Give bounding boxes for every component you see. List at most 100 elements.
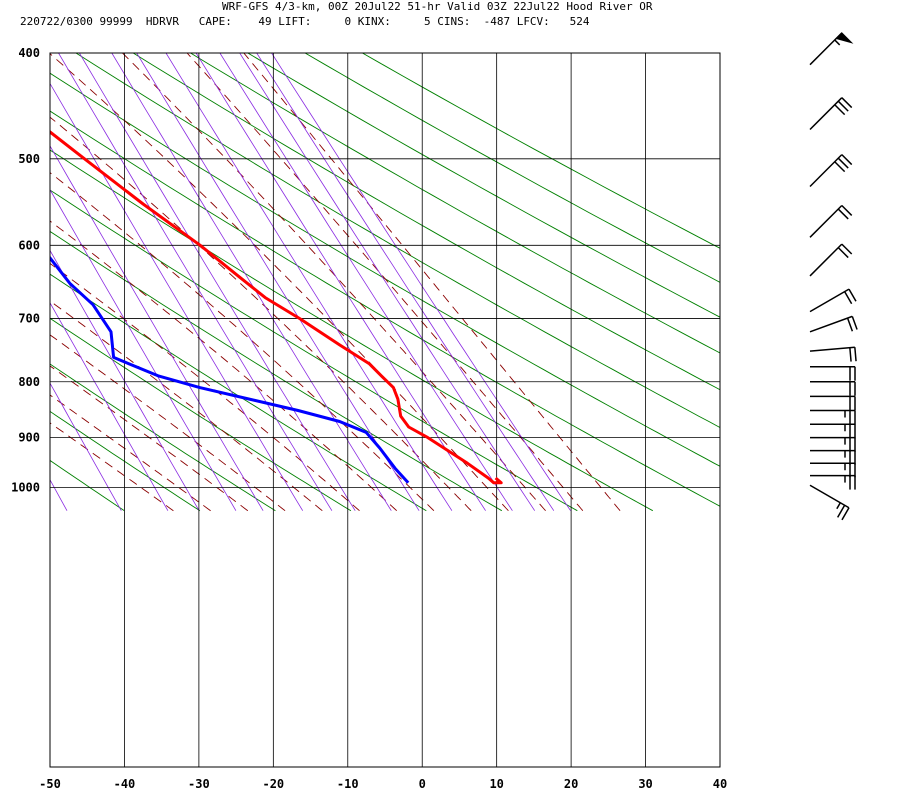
wind-barb [810, 474, 856, 490]
dry-adiabat [304, 53, 720, 283]
x-tick-label: -40 [114, 777, 136, 791]
wind-barb-feather [841, 243, 853, 255]
y-tick-label: 1000 [11, 481, 40, 495]
wind-barb-feather [846, 317, 854, 332]
mixing-ratio-line [50, 382, 122, 511]
profiles [50, 130, 503, 485]
wind-barb-staff [809, 346, 855, 352]
wind-barb [810, 436, 856, 452]
x-tick-label: 0 [419, 777, 426, 791]
wind-barb-feather [841, 507, 850, 521]
dewpoint-profile [50, 255, 410, 484]
moist-adiabat [243, 53, 621, 511]
x-tick-label: 20 [564, 777, 578, 791]
dry-adiabat [50, 317, 352, 512]
mixing-ratio-line [50, 188, 237, 511]
wind-barb [810, 449, 856, 465]
wind-barb-feather [837, 100, 849, 112]
y-tick-label: 400 [18, 46, 40, 60]
wind-barb [809, 484, 850, 521]
wind-barb-staff [809, 484, 850, 509]
moist-adiabat [50, 172, 435, 512]
wind-barb-feather [841, 204, 853, 216]
wind-barb-feather [837, 208, 849, 220]
wind-barb [809, 154, 853, 188]
dry-adiabat [247, 53, 720, 318]
wind-barb-feather [843, 291, 853, 305]
dry-adiabat [50, 189, 578, 512]
dry-adiabat [50, 363, 276, 512]
mixing-ratio-line [239, 53, 536, 511]
background-lines [0, 53, 720, 512]
wind-barb [809, 315, 858, 333]
wind-barb [810, 381, 856, 396]
y-tick-label: 900 [18, 431, 40, 445]
sounding-stats: 220722/0300 99999 HDRVR CAPE: 49 LIFT: 0… [20, 15, 590, 28]
wind-barb [810, 395, 856, 411]
mixing-ratio-line [0, 53, 16, 511]
moist-adiabat [50, 334, 286, 512]
moist-adiabat [50, 300, 323, 512]
wind-barb-staff [809, 154, 843, 188]
wind-barb-staff [809, 97, 843, 131]
mixing-ratio-line [111, 53, 392, 511]
moist-adiabat [50, 262, 360, 512]
wind-barb-half-feather [836, 502, 841, 510]
dry-adiabat [50, 410, 201, 512]
x-tick-label: 30 [638, 777, 652, 791]
wind-barb-feather [836, 504, 846, 518]
moist-adiabat [186, 53, 584, 511]
dry-adiabat [190, 53, 720, 354]
mixing-ratio-line [50, 82, 304, 511]
wind-barb-feather [837, 157, 849, 169]
mixing-ratio-line [195, 53, 486, 511]
wind-barb [809, 204, 853, 238]
mixing-ratio-line [165, 53, 453, 511]
x-tick-label: -20 [262, 777, 284, 791]
wind-barb-feather [854, 347, 857, 362]
dry-adiabat [50, 273, 427, 512]
dry-adiabat [75, 53, 720, 429]
x-tick-label: -10 [337, 777, 359, 791]
wind-barb-feather [849, 347, 852, 362]
moist-adiabat [50, 53, 509, 512]
wind-barb-half-feather [834, 39, 841, 46]
wind-barb [809, 346, 857, 362]
dry-adiabat [50, 110, 720, 507]
wind-barb-feather [837, 247, 849, 259]
y-tick-label: 500 [18, 152, 40, 166]
wind-barb [809, 32, 854, 66]
temperature-profile [50, 130, 503, 485]
moist-adiabat [50, 116, 472, 512]
x-tick-label: -50 [39, 777, 61, 791]
y-tick-label: 800 [18, 375, 40, 389]
wind-barb [810, 409, 856, 425]
wind-barb-staff [809, 288, 850, 313]
wind-barb-feather [841, 97, 853, 109]
mixing-ratio-line [50, 145, 264, 511]
mixing-ratio-line [50, 301, 169, 511]
wind-barb-feather [834, 104, 846, 116]
wind-barb-staff [809, 243, 843, 277]
mixing-ratio-line [136, 53, 420, 511]
wind-barb-feather [841, 154, 853, 166]
mixing-ratio-line [79, 53, 356, 511]
dry-adiabat [132, 53, 720, 391]
y-tick-labels: 400 500 600 700 800 900 1000 [11, 46, 40, 495]
dry-adiabat [50, 149, 654, 512]
wind-barb [810, 423, 856, 439]
mixing-ratio-line [271, 53, 571, 511]
y-tick-label: 700 [18, 311, 40, 325]
wind-barb [809, 243, 853, 277]
chart-title: WRF-GFS 4/3-km, 00Z 20Jul22 51-hr Valid … [222, 0, 653, 13]
moist-adiabat [122, 53, 546, 512]
dry-adiabat [50, 72, 720, 467]
x-tick-labels: -50 -40 -30 -20 -10 0 10 20 30 40 [39, 777, 727, 791]
wind-barbs [809, 32, 858, 521]
wind-barb-feather [848, 288, 857, 302]
x-tick-label: -30 [188, 777, 210, 791]
x-tick-label: 40 [713, 777, 727, 791]
wind-barb-feather [851, 316, 858, 330]
wind-barb [809, 288, 857, 313]
